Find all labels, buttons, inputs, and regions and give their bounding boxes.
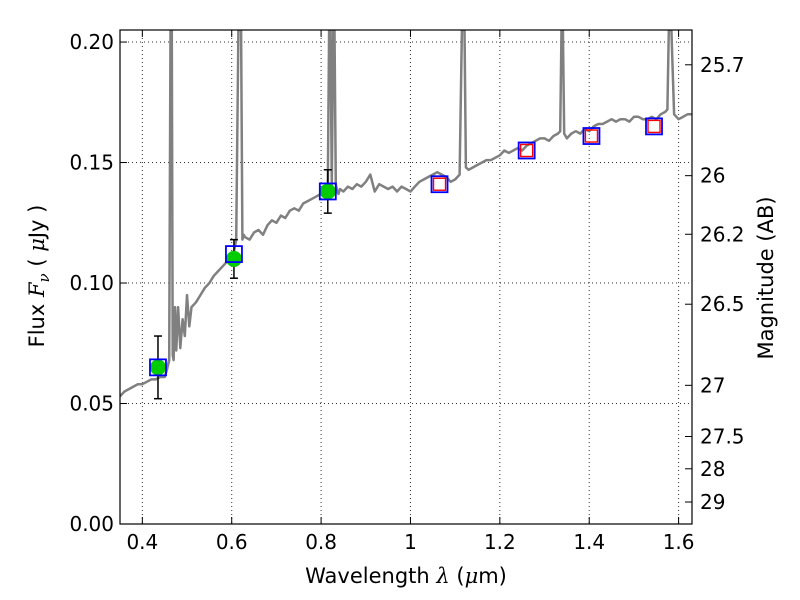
right-tick-label-4: 27 (700, 373, 725, 397)
right-tick-label-5: 27.5 (700, 425, 745, 449)
model-photometry-square-4 (517, 141, 536, 160)
y-tick-label-0: 0.00 (69, 512, 114, 536)
x-tick-labels: 0.4 0.6 0.8 1 1.2 1.4 1.6 (126, 530, 694, 554)
plot-frame (119, 29, 693, 525)
observed-point-0 (149, 359, 166, 376)
observed-point-1 (225, 250, 242, 267)
y-tick-label-2: 0.10 (69, 271, 114, 295)
model-photometry-square-1 (225, 245, 243, 264)
y-tick-label-1: 0.05 (69, 392, 114, 416)
y-axis-label: Flux Fν ( μJy ) (25, 205, 53, 348)
y-axis-mu: μ (25, 238, 49, 252)
right-tick-label-0: 25.7 (700, 53, 745, 77)
model-photometry-square-5 (582, 127, 601, 145)
axis-ticks (120, 30, 692, 525)
upper-limit-square-1 (519, 143, 534, 158)
model-photometry-square-3 (430, 175, 449, 194)
model-photometry-square-0 (149, 358, 167, 377)
right-tick-label-6: 28 (700, 457, 725, 481)
model-spectrum (120, 30, 692, 398)
right-tick-label-3: 26.5 (700, 292, 745, 316)
model-photometry-markers (149, 117, 663, 377)
x-tick-label-2: 0.8 (305, 530, 337, 554)
upper-limit-square-0 (432, 177, 447, 191)
x-tick-label-6: 1.6 (663, 530, 695, 554)
upper-limit-markers (432, 119, 661, 191)
upper-limit-square-2 (584, 129, 599, 143)
y-tick-labels: 0.00 0.05 0.10 0.15 0.20 (69, 30, 114, 536)
y-axis-symbol: F (25, 281, 49, 298)
y-axis-subscript: ν (35, 273, 53, 282)
right-tick-label-2: 26.2 (700, 222, 745, 246)
y-tick-label-3: 0.15 (69, 151, 114, 175)
x-tick-label-3: 1 (404, 530, 417, 554)
x-axis-symbol: λ (435, 564, 449, 588)
right-axis-label: Magnitude (AB) (754, 196, 778, 359)
right-tick-labels: 25.7 26 26.2 26.5 27 27.5 28 29 (700, 53, 745, 514)
x-tick-label-0: 0.4 (126, 530, 158, 554)
right-tick-label-1: 26 (700, 164, 725, 188)
upper-limit-square-3 (647, 119, 661, 134)
observed-point-2 (319, 183, 336, 200)
right-tick-label-7: 29 (700, 490, 725, 514)
x-tick-label-4: 1.2 (484, 530, 516, 554)
model-photometry-square-6 (645, 117, 663, 136)
x-axis-mu: μ (465, 564, 479, 588)
grid-lines (120, 30, 692, 525)
model-photometry-square-2 (318, 182, 337, 201)
x-axis-label: Wavelength λ (μm) (305, 564, 507, 588)
model-spectrum-line (120, 30, 692, 398)
y-tick-label-4: 0.20 (69, 30, 114, 54)
x-tick-label-5: 1.4 (573, 530, 605, 554)
x-tick-label-1: 0.6 (216, 530, 248, 554)
